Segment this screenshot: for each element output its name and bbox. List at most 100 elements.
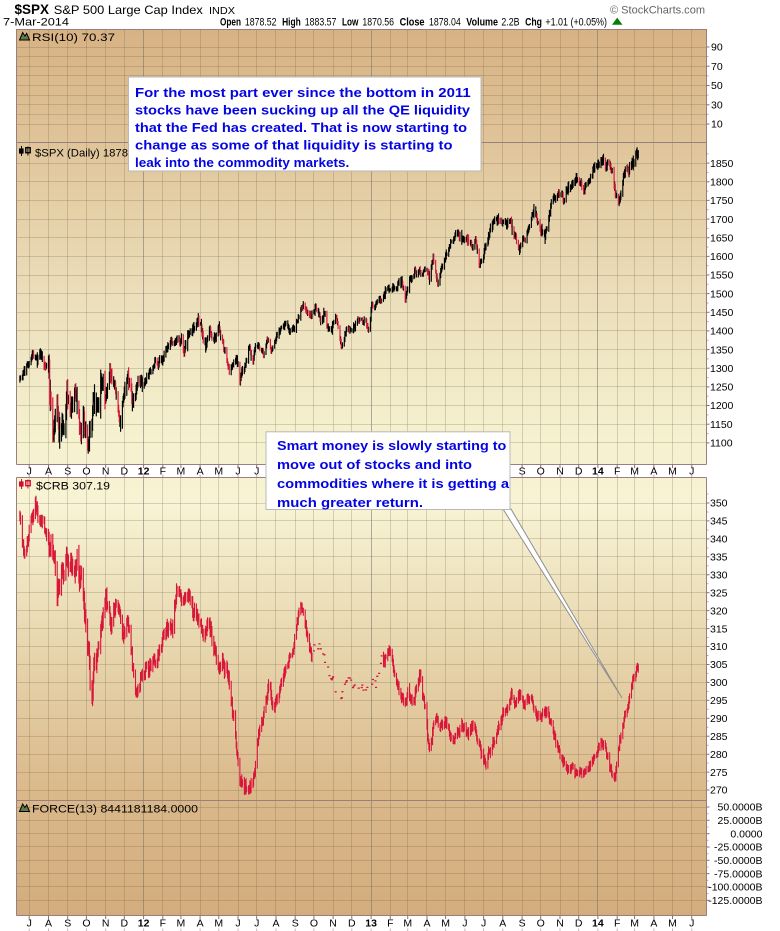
svg-text:1450: 1450 [710,307,734,319]
svg-text:14: 14 [592,918,604,930]
svg-text:1878.04: 1878.04 [429,17,461,29]
svg-text:350: 350 [710,498,728,510]
svg-text:1870.56: 1870.56 [362,17,394,29]
svg-text:J: J [254,466,259,478]
svg-text:Close: Close [400,17,425,29]
svg-text:$CRB 307.19: $CRB 307.19 [36,481,110,493]
svg-text:300: 300 [710,677,728,689]
svg-text:90: 90 [711,42,723,54]
svg-text:S: S [64,918,71,930]
svg-text:M: M [214,918,223,930]
svg-text:30: 30 [711,100,723,112]
svg-text:O: O [537,466,545,478]
svg-text:M: M [668,918,677,930]
svg-text:50.0000B: 50.0000B [718,802,763,814]
svg-text:50: 50 [711,80,723,92]
svg-text:O: O [310,918,318,930]
svg-text:S: S [64,466,71,478]
svg-text:F: F [160,466,166,478]
svg-text:Smart money is slowly starting: Smart money is slowly starting to [277,438,506,453]
svg-text:N: N [556,466,564,478]
svg-text:Open: Open [220,17,241,29]
svg-text:+1.01 (+0.05%): +1.01 (+0.05%) [545,17,607,29]
svg-text:J: J [689,466,694,478]
svg-text:N: N [556,918,564,930]
svg-text:$SPX: $SPX [15,1,50,17]
svg-text:F: F [614,918,620,930]
svg-text:F: F [614,466,620,478]
svg-text:J: J [254,918,259,930]
svg-text:A: A [423,918,430,930]
svg-text:1750: 1750 [710,195,734,207]
svg-text:1878.52: 1878.52 [245,17,277,29]
svg-text:10: 10 [711,119,723,131]
svg-text:F: F [160,918,166,930]
svg-text:M: M [441,918,450,930]
svg-text:O: O [537,918,545,930]
svg-text:1350: 1350 [710,344,734,356]
svg-text:1200: 1200 [710,400,734,412]
svg-text:RSI(10) 70.37: RSI(10) 70.37 [32,32,115,44]
svg-text:A: A [197,466,204,478]
svg-text:that the Fed has created. That: that the Fed has created. That is now st… [135,120,467,135]
svg-text:A: A [197,918,204,930]
svg-text:285: 285 [710,731,728,743]
svg-text:-100.0000B: -100.0000B [708,882,762,894]
svg-text:M: M [177,466,186,478]
svg-text:12: 12 [138,466,150,478]
svg-text:S&P 500 Large Cap Index: S&P 500 Large Cap Index [54,3,203,17]
svg-text:280: 280 [710,749,728,761]
svg-text:1150: 1150 [710,419,733,431]
svg-text:Volume: Volume [466,17,498,29]
svg-text:D: D [575,466,583,478]
svg-text:move out of stocks and into: move out of stocks and into [277,457,472,472]
svg-text:-25.0000B: -25.0000B [714,842,762,854]
svg-text:310: 310 [710,641,728,653]
svg-text:Low: Low [342,17,359,29]
svg-text:1100: 1100 [710,438,733,450]
svg-text:N: N [329,918,337,930]
svg-text:305: 305 [710,659,728,671]
svg-text:J: J [689,918,694,930]
svg-text:D: D [121,918,129,930]
svg-text:J: J [27,466,32,478]
svg-text:7-Mar-2014: 7-Mar-2014 [3,17,69,29]
svg-text:A: A [650,918,657,930]
svg-text:Chg: Chg [525,17,542,29]
svg-text:1850: 1850 [710,158,734,170]
svg-text:315: 315 [710,623,728,635]
svg-text:25.0000B: 25.0000B [718,815,763,827]
svg-text:D: D [121,466,129,478]
svg-text:N: N [102,466,110,478]
svg-text:INDX: INDX [209,6,235,17]
svg-text:1500: 1500 [710,288,734,300]
svg-text:325: 325 [710,587,728,599]
svg-text:J: J [235,466,240,478]
svg-text:70: 70 [711,61,723,73]
svg-text:340: 340 [710,534,728,546]
svg-text:D: D [575,918,583,930]
svg-text:F: F [387,918,393,930]
svg-text:High: High [282,17,301,29]
svg-text:M: M [403,918,412,930]
svg-text:-50.0000B: -50.0000B [714,855,762,867]
svg-text:A: A [45,466,52,478]
svg-text:J: J [235,918,240,930]
svg-text:295: 295 [710,695,728,707]
svg-text:A: A [650,466,657,478]
svg-text:© StockCharts.com: © StockCharts.com [610,5,705,17]
svg-text:D: D [348,918,356,930]
svg-text:290: 290 [710,713,728,725]
svg-text:leak into the commodity market: leak into the commodity markets. [135,155,349,170]
svg-text:J: J [481,918,486,930]
svg-text:A: A [499,918,506,930]
svg-text:2.2B: 2.2B [501,17,519,29]
svg-text:1883.57: 1883.57 [305,17,337,29]
svg-text:J: J [27,918,32,930]
svg-text:commodities where it is gettin: commodities where it is getting a [277,476,510,491]
svg-text:0.0000: 0.0000 [730,828,762,840]
svg-text:O: O [82,466,90,478]
svg-text:O: O [82,918,90,930]
svg-text:S: S [519,918,526,930]
svg-text:M: M [630,918,639,930]
